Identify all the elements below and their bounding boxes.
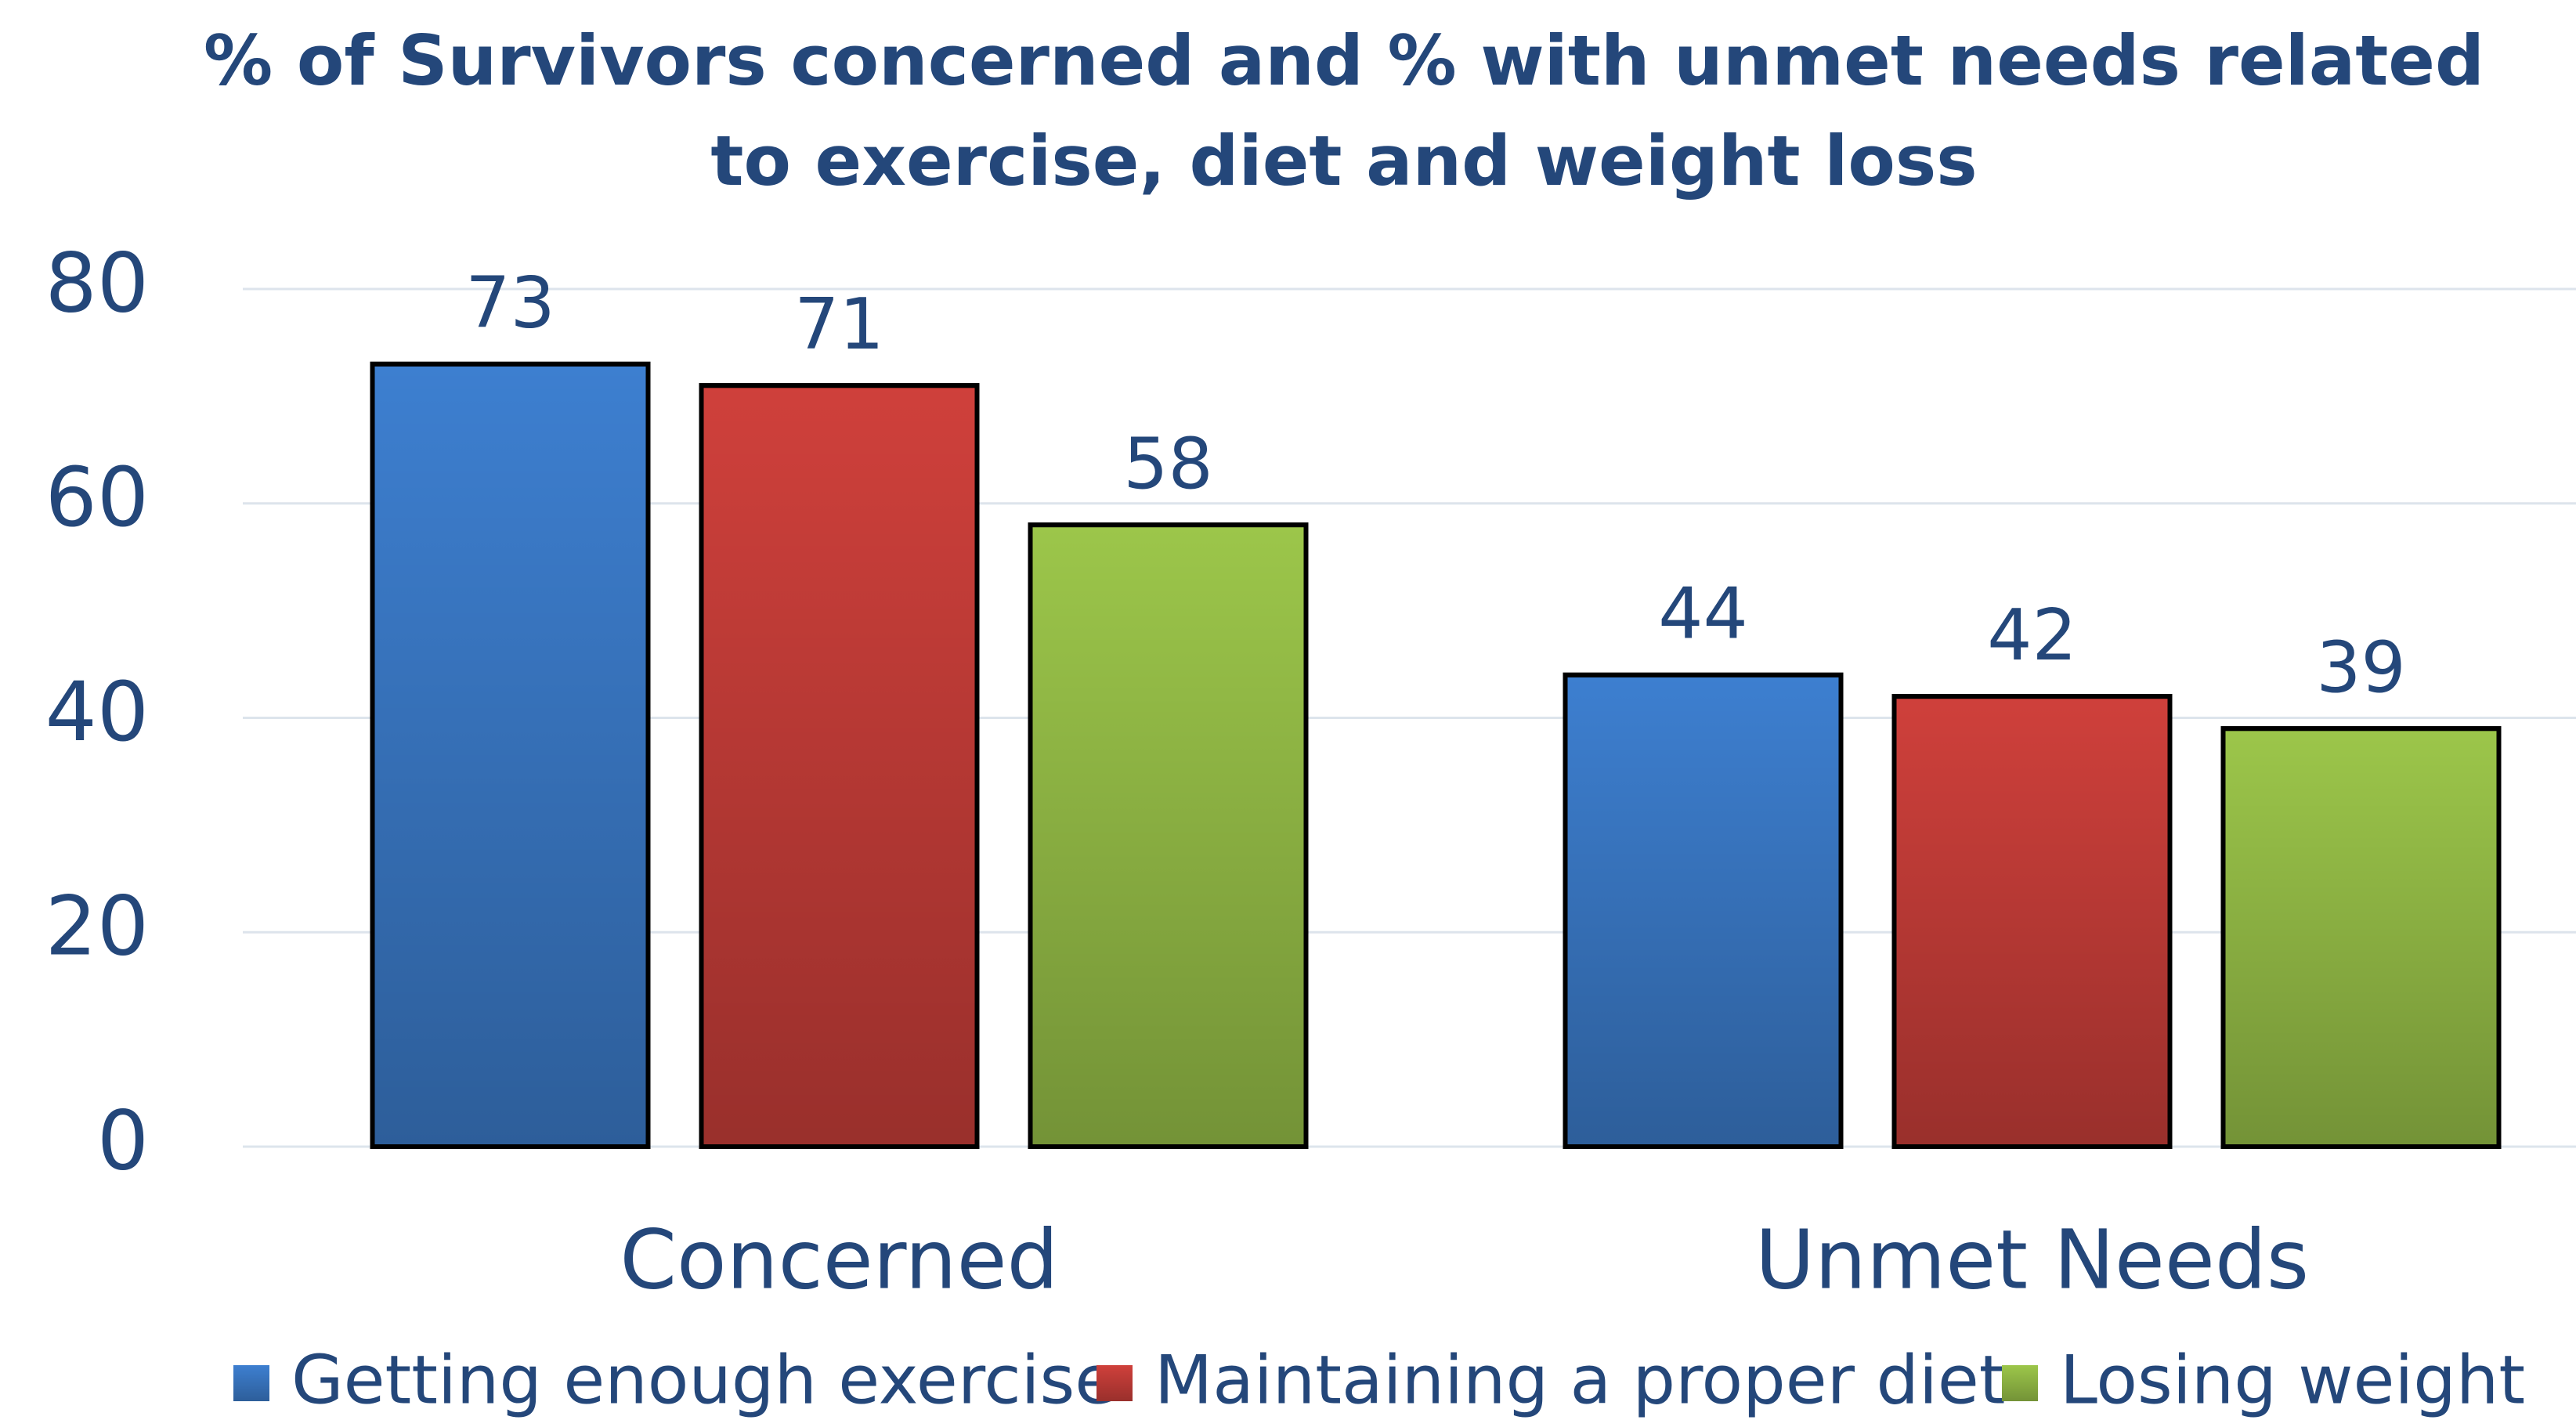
value-label: 71	[794, 284, 884, 366]
legend-swatch-shade	[233, 1365, 269, 1401]
y-tick-label: 40	[45, 664, 149, 760]
bar-shade	[2220, 726, 2502, 1149]
value-label: 42	[1987, 594, 2077, 677]
y-tick-label: 0	[97, 1093, 149, 1188]
value-label: 39	[2316, 627, 2406, 709]
legend-swatch-shade	[2002, 1365, 2038, 1401]
y-tick-label: 80	[45, 235, 149, 331]
legend-label: Getting enough exercise	[291, 1341, 1116, 1419]
bar-shade	[1028, 522, 1309, 1149]
x-tick-label: Unmet Needs	[1755, 1212, 2309, 1307]
value-label: 58	[1123, 423, 1213, 505]
legend-swatch-shade	[1097, 1365, 1133, 1401]
bar-shade	[699, 383, 980, 1149]
legend-label: Maintaining a proper diet	[1154, 1341, 2005, 1419]
y-tick-label: 60	[45, 450, 149, 545]
bar-shade	[1891, 694, 2173, 1149]
chart-title: % of Survivors concerned and % with unme…	[204, 20, 2484, 101]
legend-label: Losing weight	[2060, 1341, 2525, 1419]
x-tick-label: Concerned	[620, 1212, 1058, 1307]
bar-shade	[370, 361, 651, 1149]
value-label: 73	[465, 262, 555, 345]
chart-title: to exercise, diet and weight loss	[710, 121, 1977, 201]
y-tick-label: 20	[45, 879, 149, 974]
bar-shade	[1563, 672, 1844, 1149]
value-label: 44	[1658, 573, 1748, 656]
